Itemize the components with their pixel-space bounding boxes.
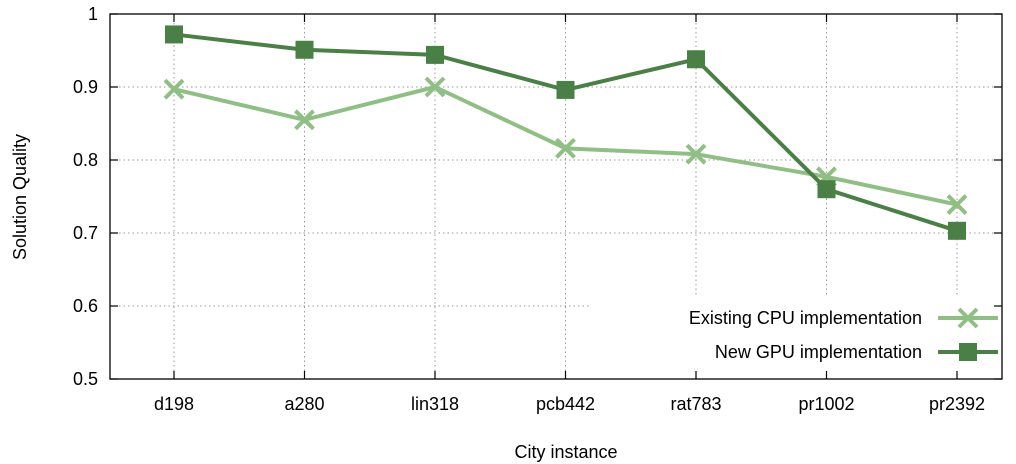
- x-tick-label: pr1002: [798, 394, 854, 414]
- legend-label-2: New GPU implementation: [715, 342, 922, 362]
- data-point-2: [687, 50, 705, 69]
- x-tick-label: a280: [284, 394, 324, 414]
- data-point-1: [294, 109, 315, 131]
- y-axis-title: Solution Quality: [10, 134, 30, 260]
- series-layer: [163, 25, 968, 240]
- y-tick-label: 1: [88, 4, 98, 24]
- x-axis-title: City instance: [514, 442, 617, 462]
- x-tick-label: d198: [154, 394, 194, 414]
- y-axis: 0.5 0.6 0.7 0.8 0.9 1: [73, 4, 1002, 389]
- grid-lines: [110, 14, 1002, 379]
- data-point-2: [165, 25, 183, 44]
- data-point-2: [817, 180, 836, 199]
- data-point-1: [424, 76, 446, 98]
- data-point-2: [556, 80, 575, 99]
- y-tick-label: 0.6: [73, 296, 98, 316]
- x-tick-label: rat783: [670, 394, 721, 414]
- x-tick-label: lin318: [411, 394, 459, 414]
- legend-marker-1: [957, 307, 979, 329]
- plot-area: [109, 13, 1003, 380]
- y-tick-label: 0.8: [73, 150, 98, 170]
- data-point-2: [295, 40, 314, 59]
- data-point-1: [163, 78, 185, 100]
- legend: Existing CPU implementation New GPU imple…: [689, 307, 998, 362]
- y-tick-label: 0.9: [73, 77, 98, 97]
- data-point-1: [685, 143, 707, 165]
- data-point-1: [946, 194, 968, 215]
- data-point-2: [948, 221, 966, 240]
- y-tick-label: 0.5: [73, 369, 98, 389]
- y-tick-label: 0.7: [73, 223, 98, 243]
- x-tick-label: pcb442: [536, 394, 595, 414]
- x-axis: d198 a280 lin318 pcb442 rat783 pr1002 pr2392: [154, 14, 985, 414]
- x-tick-label: pr2392: [929, 394, 985, 414]
- legend-marker-2: [959, 343, 977, 361]
- data-point-2: [426, 45, 444, 64]
- legend-label-1: Existing CPU implementation: [689, 308, 922, 328]
- plot-border: [109, 13, 1003, 380]
- data-point-1: [555, 137, 576, 159]
